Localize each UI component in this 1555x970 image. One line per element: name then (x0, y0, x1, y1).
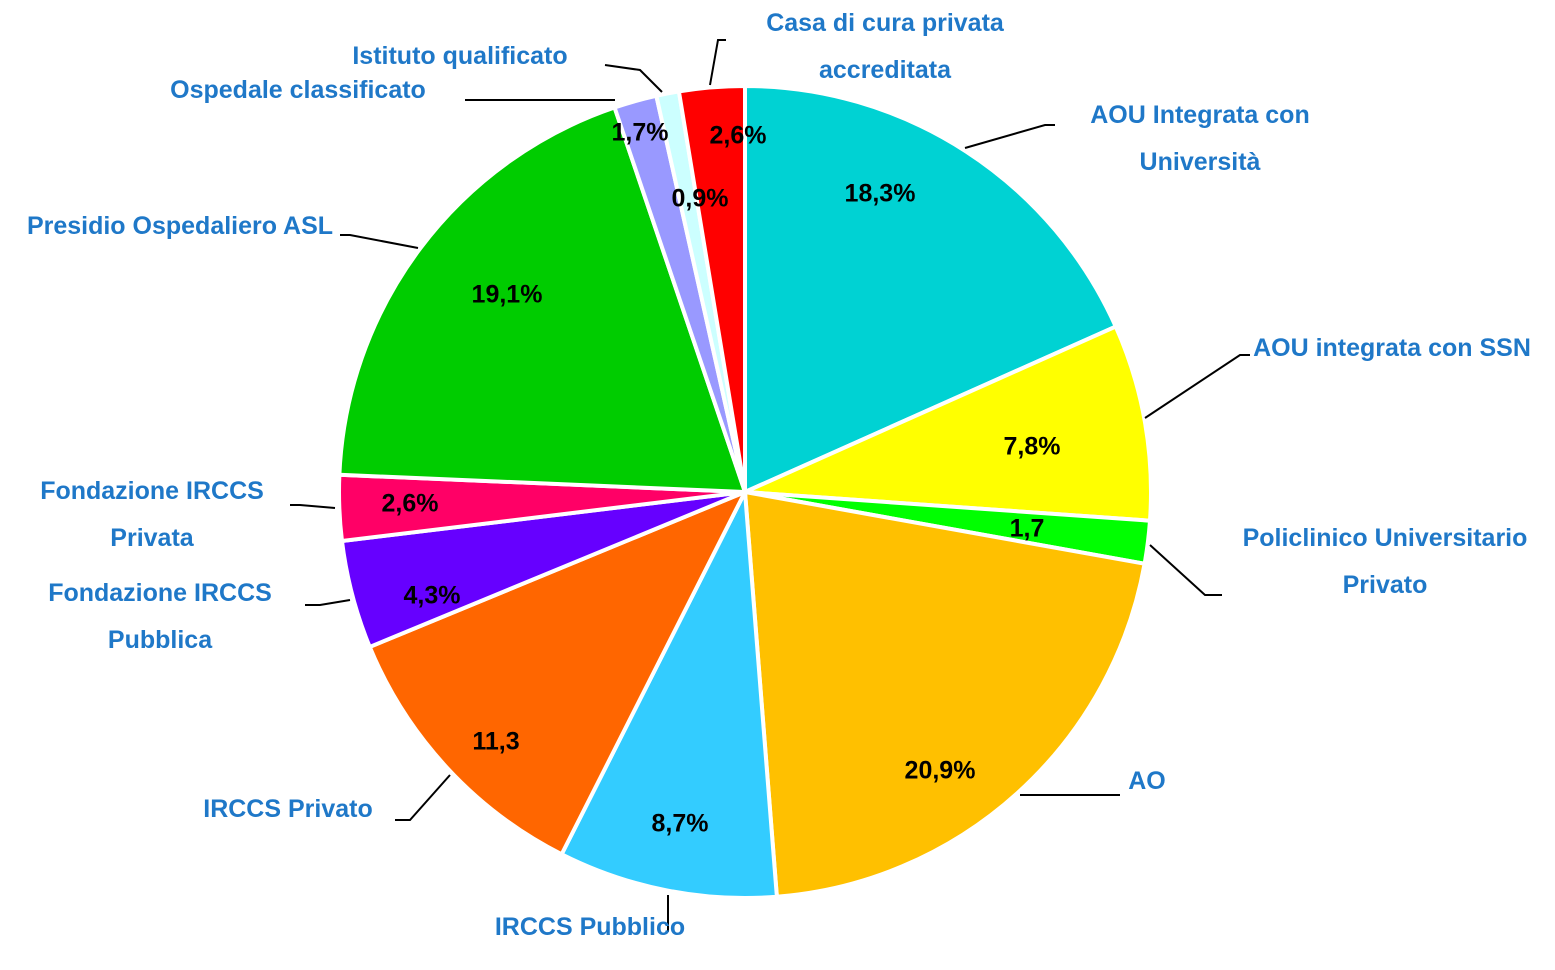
value-label: 11,3 (472, 728, 519, 756)
leader-line (340, 234, 419, 249)
value-label: 1,7% (612, 119, 669, 147)
category-label: Presidio Ospedaliero ASL (26, 212, 334, 240)
category-label: Ospedale classificato (170, 76, 426, 104)
category-label: Istituto qualificato (352, 42, 568, 70)
leader-line (709, 39, 726, 86)
value-label: 18,3% (845, 180, 916, 208)
category-label: AOU integrata con SSN (1253, 334, 1531, 362)
category-label: IRCCS Privato (203, 795, 373, 823)
category-label: Fondazione IRCCS Pubblica (48, 579, 272, 654)
leader-line (604, 64, 663, 93)
leader-line (305, 599, 351, 606)
leader-line (1144, 354, 1250, 419)
pie-slice (743, 324, 1153, 523)
category-label: IRCCS Pubblico (494, 913, 686, 941)
pie-slice (559, 490, 779, 900)
leader-line (290, 504, 336, 509)
category-label: Casa di cura privata accreditata (766, 9, 1004, 84)
pie-slice (337, 105, 747, 494)
leader-line (964, 124, 1055, 149)
value-label: 1,7 (1010, 515, 1045, 543)
value-label: 0,9% (672, 185, 729, 213)
pie-slice (743, 490, 1147, 899)
pie-slice (676, 84, 747, 494)
leader-line (1149, 544, 1222, 596)
category-label: AOU Integrata con Università (1090, 101, 1310, 176)
pie-slice (367, 490, 747, 857)
value-label: 2,6% (382, 490, 439, 518)
category-label: AO (1128, 767, 1166, 795)
category-label: Fondazione IRCCS Privata (40, 477, 264, 552)
leader-line (395, 774, 451, 821)
value-label: 20,9% (905, 757, 976, 785)
value-label: 4,3% (404, 582, 461, 610)
value-label: 19,1% (472, 281, 543, 309)
category-label: Policlinico Universitario Privato (1242, 524, 1528, 599)
value-label: 8,7% (652, 810, 709, 838)
value-label: 7,8% (1004, 433, 1061, 461)
pie-slice (743, 84, 1118, 494)
value-label: 2,6% (710, 122, 767, 150)
